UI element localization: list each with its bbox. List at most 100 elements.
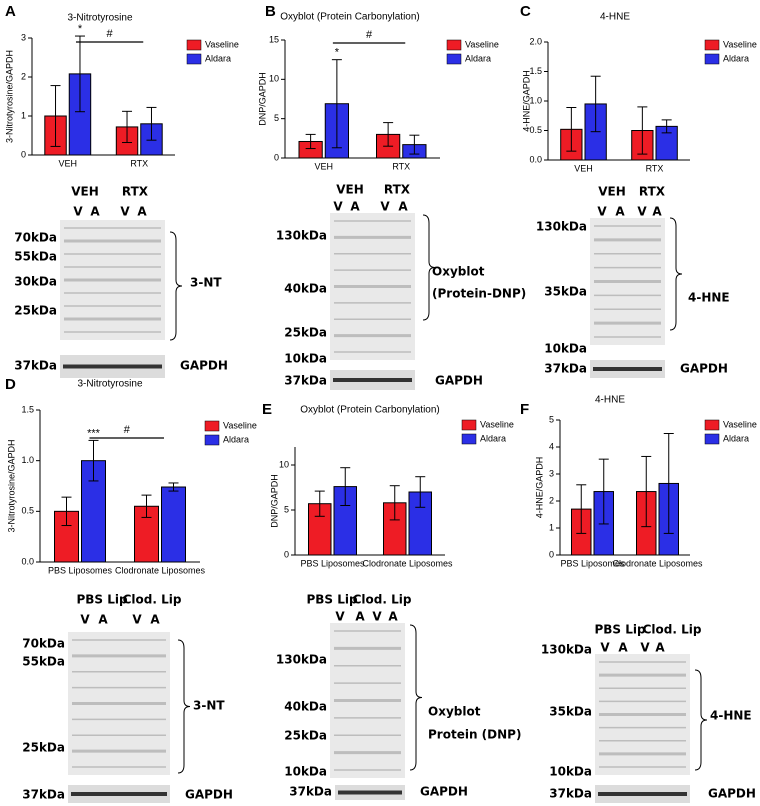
y-tick-label: 0.0 — [21, 556, 34, 566]
y-tick-label: 2.0 — [529, 36, 542, 46]
lane-label: A — [398, 200, 408, 214]
x-tick-label: VEH — [58, 158, 77, 168]
lane-label: A — [137, 205, 147, 219]
panel-letter: B — [265, 3, 276, 20]
brace — [694, 669, 708, 771]
y-tick-label: 5 — [284, 504, 289, 514]
blot-group-label: PBS Lip — [594, 623, 646, 637]
lane-label: V — [380, 200, 390, 214]
blot-group-label: VEH — [598, 185, 626, 199]
kda-marker: 25kDa — [284, 326, 327, 340]
kda-marker: 10kDa — [544, 342, 587, 356]
target-label: 4-HNE — [710, 709, 752, 723]
y-tick-label: 0.0 — [529, 154, 542, 164]
lane-label: A — [388, 610, 398, 624]
lane-label: V — [333, 200, 343, 214]
lane-label: V — [637, 205, 647, 219]
kda-marker: 55kDa — [14, 250, 57, 264]
target-label: Protein (DNP) — [428, 728, 521, 742]
legend-label: Vaseline — [723, 419, 757, 429]
y-tick-label: 0 — [21, 149, 26, 159]
kda-marker: 40kDa — [284, 700, 327, 714]
kda-marker: 37kDa — [289, 785, 332, 799]
error-bar — [88, 439, 99, 482]
legend-swatch — [446, 39, 462, 51]
y-tick-label: 10 — [279, 459, 289, 469]
blot-group-label: RTX — [122, 185, 149, 199]
x-tick-label: Clodronate Liposomes — [362, 558, 453, 568]
x-tick-label: PBS Liposomes — [48, 565, 113, 575]
kda-marker: 10kDa — [284, 765, 327, 779]
kda-marker: 130kDa — [276, 229, 327, 243]
panel-letter: D — [5, 376, 16, 393]
lane-label: V — [73, 205, 83, 219]
kda-marker: 25kDa — [284, 729, 327, 743]
x-tick-label: VEH — [574, 163, 593, 173]
error-bar — [168, 482, 179, 492]
error-bar — [146, 106, 157, 141]
target-label: Oxyblot — [432, 265, 485, 279]
error-bar — [122, 110, 133, 144]
brace — [177, 639, 191, 774]
y-tick-label: 3 — [21, 32, 26, 42]
significance-mark: * — [335, 47, 340, 59]
kda-marker: 37kDa — [22, 788, 65, 802]
chart-panel: B Oxyblot (Protein Carbonylation) DNP/GAPD… — [257, 3, 498, 171]
y-tick-label: 10 — [269, 74, 279, 84]
error-bar — [590, 75, 601, 133]
x-tick-label: Clodronate Liposomes — [612, 558, 703, 568]
chart-panel: A 3-Nitrotyrosine 3-Nitrotyrosine/GAPDH 0 1 2… — [4, 3, 238, 168]
lane-label: A — [618, 641, 628, 655]
brace — [422, 214, 436, 321]
x-tick-label: VEH — [314, 161, 333, 171]
kda-marker: 37kDa — [14, 359, 57, 373]
lane-label: A — [150, 613, 160, 627]
blot-group-label: VEH — [336, 183, 364, 197]
x-tick-label: RTX — [130, 158, 148, 168]
significance-mark: # — [366, 29, 373, 41]
legend-label: Aldara — [723, 433, 749, 443]
x-tick-label: RTX — [392, 161, 410, 171]
error-bar — [641, 455, 652, 528]
kda-marker: 25kDa — [14, 304, 57, 318]
y-axis-label: DNP/GAPDH — [257, 72, 267, 126]
y-tick-label: 3 — [549, 468, 554, 478]
error-bar — [598, 458, 609, 525]
error-bar — [340, 467, 351, 506]
error-bar — [661, 119, 672, 134]
lane-label: V — [132, 613, 142, 627]
legend-label: Aldara — [205, 53, 231, 63]
legend-label: Vaseline — [205, 39, 239, 49]
legend-swatch — [186, 39, 202, 51]
y-axis-label: 3-Nitrotyrosine/GAPDH — [6, 439, 16, 532]
lane-label: V — [80, 613, 90, 627]
legend-swatch — [704, 433, 720, 445]
y-axis-label: 3-Nitrotyrosine/GAPDH — [4, 50, 14, 143]
kda-marker: 130kDa — [276, 653, 327, 667]
kda-marker: 37kDa — [284, 374, 327, 388]
kda-marker: 70kDa — [14, 231, 57, 245]
x-tick-label: PBS Liposomes — [300, 558, 365, 568]
brace — [409, 624, 423, 771]
significance-mark: *** — [87, 427, 101, 439]
x-tick-label: RTX — [646, 163, 664, 173]
loading-label: GAPDH — [680, 362, 728, 376]
x-tick-label: PBS Liposomes — [560, 558, 625, 568]
legend-label: Aldara — [480, 433, 506, 443]
legend-swatch — [186, 53, 202, 65]
legend-swatch — [446, 53, 462, 65]
legend-swatch — [461, 419, 477, 431]
loading-label: GAPDH — [435, 374, 483, 388]
lane-label: A — [350, 200, 360, 214]
chart-title: Oxyblot (Protein Carbonylation) — [280, 12, 420, 23]
panel-letter: E — [262, 401, 272, 418]
blot-group-label: Clod. Lip — [643, 623, 702, 637]
error-bar — [141, 494, 152, 518]
y-tick-label: 1.5 — [529, 66, 542, 76]
lane-label: V — [600, 641, 610, 655]
brace — [669, 217, 683, 331]
y-tick-label: 1 — [21, 110, 26, 120]
